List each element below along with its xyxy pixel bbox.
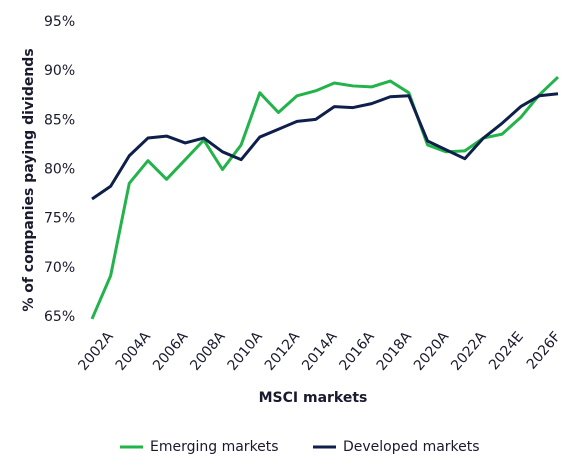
x-tick-label: 2008A [187,329,229,374]
y-axis-title: % of companies paying dividends [21,48,37,311]
y-tick-label: 70% [44,260,75,276]
x-tick-label: 2002A [75,329,117,374]
x-tick-label: 2006A [150,329,192,374]
x-tick-label: 2016A [336,329,378,374]
y-tick-label: 95% [44,14,75,30]
x-tick-label: 2018A [374,329,416,374]
y-tick-label: 90% [44,63,75,79]
x-tick-label: 2020A [411,329,453,374]
x-tick-label: 2010A [225,329,267,374]
x-tick-label: 2012A [262,329,304,374]
y-tick-label: 80% [44,162,75,178]
line-series [91,92,559,201]
x-tick-label: 2022A [448,329,490,374]
y-tick-label: 75% [44,211,75,227]
legend-label: Emerging markets [150,439,279,455]
x-tick-label: 2014A [299,329,341,374]
x-tick-label: 2026F [524,329,564,373]
y-tick-label: 65% [44,309,75,325]
y-tick-label: 85% [44,112,75,128]
x-tick-label: 2004A [113,329,155,374]
x-axis-title: MSCI markets [259,390,368,406]
legend-label: Developed markets [343,439,480,455]
x-tick-label: 2024E [486,329,527,373]
